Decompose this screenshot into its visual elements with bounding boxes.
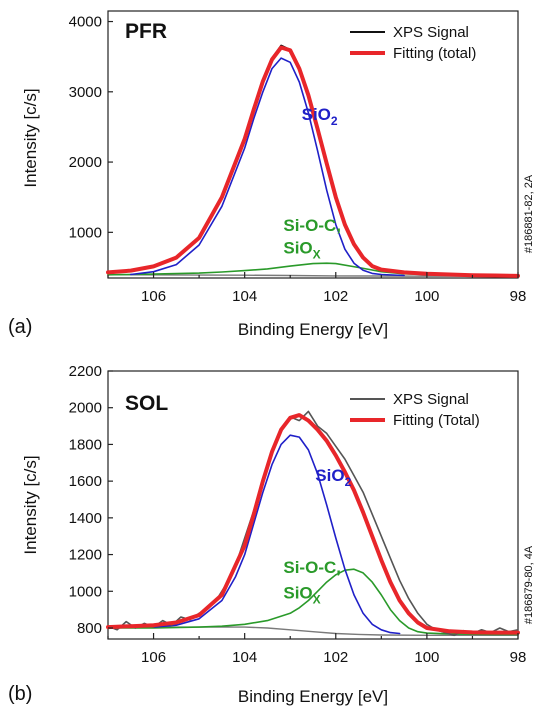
y-tick-label: 2000 — [69, 154, 102, 171]
plot-frame-a — [107, 10, 519, 279]
legend-b: XPS Signal Fitting (Total) — [350, 391, 480, 429]
peak-annotation: SiO2 — [315, 466, 351, 489]
panel-b: Intensity [c/s] 800 1000 1200 1400 1600 1800 2… — [8, 363, 535, 706]
panel-title-a: PFR — [125, 20, 167, 43]
y-tick-label: 1400 — [69, 510, 102, 527]
plot-frame-b — [107, 370, 519, 640]
y-tick-label: 4000 — [69, 14, 102, 31]
x-tick-label: 104 — [232, 649, 257, 666]
y-tick-label: 1200 — [69, 547, 102, 564]
peak-annotation: Si-O-C, — [283, 558, 341, 577]
peak-annotation: SiO2 — [302, 105, 338, 128]
x-axis-label-a: Binding Energy [eV] — [238, 320, 388, 339]
y-tick-label: 1000 — [69, 583, 102, 600]
x-tick-label: 102 — [323, 649, 348, 666]
y-axis-label-b: Intensity [c/s] — [21, 455, 40, 554]
sample-id-b: #186879-80, 4A — [523, 545, 535, 624]
y-tick-label: 2200 — [69, 363, 102, 380]
x-axis-label-b: Binding Energy [eV] — [238, 687, 388, 706]
x-tick-label: 100 — [414, 288, 439, 305]
x-tick-label: 102 — [323, 288, 348, 305]
legend-label-signal-b: XPS Signal — [393, 391, 469, 408]
y-tick-label: 800 — [77, 620, 102, 637]
annotations-a: SiO2 Si-O-C, SiOX — [283, 105, 341, 262]
peak-annotation: SiOX — [283, 584, 320, 607]
series-component-SiO2-b — [152, 434, 401, 635]
legend-a: XPS Signal Fitting (total) — [350, 24, 476, 62]
x-tick-label: 106 — [141, 288, 166, 305]
y-ticks-b: 800 1000 1200 1400 1600 1800 2000 2200 — [69, 363, 113, 637]
series-signal-a — [107, 44, 519, 277]
series-component-SiOC-b — [107, 568, 519, 636]
peak-annotation: SiOX — [283, 238, 320, 261]
curves-a — [106, 44, 520, 278]
panel-id-a: (a) — [8, 316, 32, 338]
y-tick-label: 1600 — [69, 473, 102, 490]
y-tick-label: 3000 — [69, 84, 102, 101]
y-tick-label: 1000 — [69, 224, 102, 241]
x-tick-label: 100 — [414, 649, 439, 666]
x-ticks-b: 106 104 102 100 98 — [107, 633, 527, 666]
legend-label-signal-a: XPS Signal — [393, 24, 469, 41]
x-tick-label: 106 — [141, 649, 166, 666]
series-component-SiO2-a — [130, 57, 405, 277]
y-axis-label-a: Intensity [c/s] — [21, 88, 40, 187]
panel-id-b: (b) — [8, 683, 32, 705]
peak-annotation: Si-O-C, — [283, 216, 341, 235]
series-fit-total-b — [106, 413, 520, 635]
y-tick-label: 1800 — [69, 436, 102, 453]
annotations-b: SiO2 Si-O-C, SiOX — [283, 466, 351, 606]
x-tick-label: 98 — [510, 288, 527, 305]
curves-b — [106, 410, 520, 637]
series-background-b — [107, 626, 519, 636]
legend-label-fit-a: Fitting (total) — [393, 45, 476, 62]
series-fit-total-a — [106, 45, 520, 278]
panel-title-b: SOL — [125, 392, 168, 415]
x-tick-label: 104 — [232, 288, 257, 305]
x-tick-label: 98 — [510, 649, 527, 666]
sample-id-a: #186881-82, 2A — [523, 174, 535, 253]
x-ticks-a: 106 104 102 100 98 — [107, 272, 527, 305]
y-ticks-a: 1000 2000 3000 4000 — [69, 14, 113, 241]
legend-label-fit-b: Fitting (Total) — [393, 412, 480, 429]
y-tick-label: 2000 — [69, 400, 102, 417]
